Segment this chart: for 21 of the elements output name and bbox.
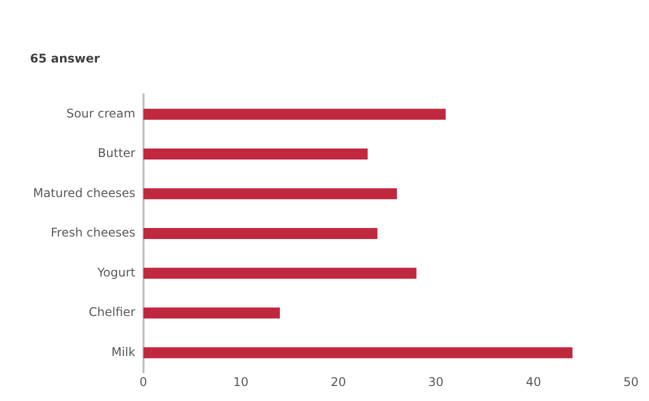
bar (143, 148, 368, 160)
x-tick-label: 50 (623, 374, 639, 389)
y-tick-label: Matured cheeses (33, 186, 136, 200)
bar (143, 308, 280, 318)
y-tick-label: Sour cream (66, 106, 136, 120)
bar (143, 347, 572, 358)
x-tick-label: 10 (233, 374, 249, 389)
chart-title: 65 answer (30, 51, 100, 66)
bar (143, 228, 378, 239)
x-tick-label: 20 (330, 374, 346, 389)
x-tick-label: 0 (140, 374, 148, 389)
y-tick-label: Butter (98, 146, 136, 160)
bar (143, 268, 416, 279)
y-tick-label: Milk (111, 344, 136, 359)
y-tick-label: Fresh cheeses (50, 226, 136, 240)
x-tick-label: 40 (526, 374, 542, 389)
y-tick-label: Yogurt (96, 265, 136, 280)
x-tick-label: 30 (428, 374, 444, 389)
bar (143, 108, 446, 120)
bar (143, 188, 397, 200)
y-tick-label: Chelfier (88, 305, 136, 320)
